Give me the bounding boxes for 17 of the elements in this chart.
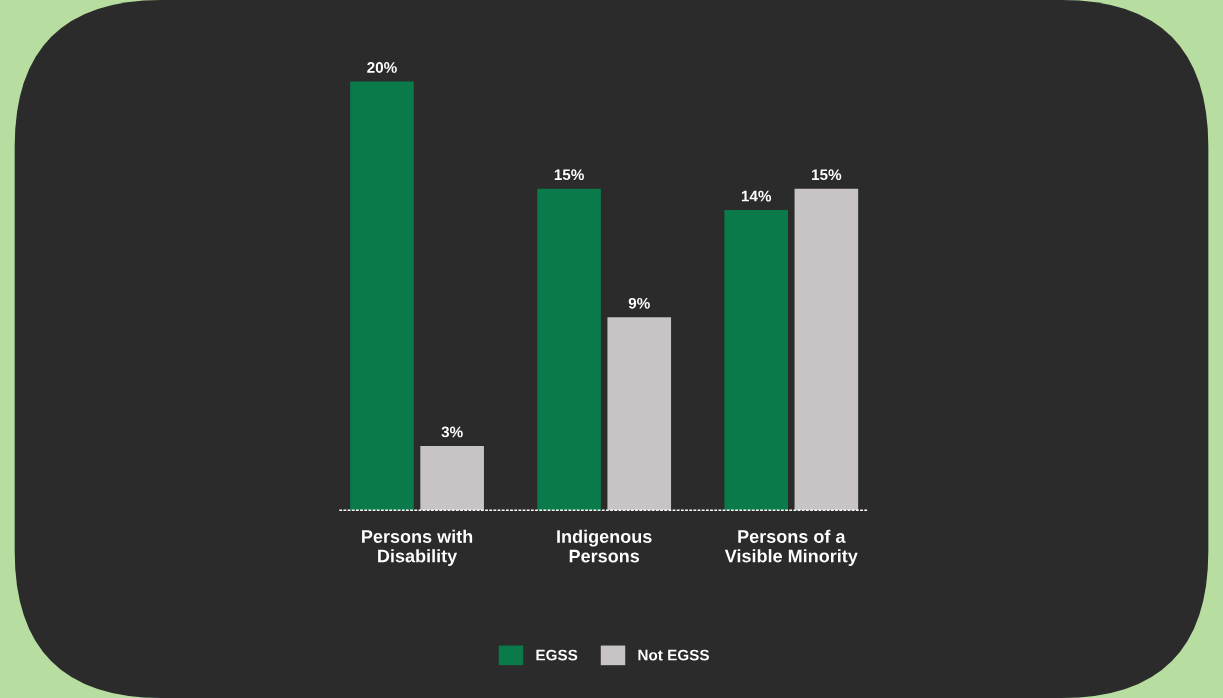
- data-label: 15%: [554, 169, 584, 181]
- bar: [724, 210, 788, 511]
- legend-label: EGSS: [536, 649, 578, 661]
- bar: [420, 445, 484, 511]
- legend-label: Not EGSS: [638, 649, 709, 661]
- bar: [537, 188, 601, 511]
- data-label: 3%: [441, 426, 463, 438]
- data-label: 20%: [367, 62, 397, 73]
- x-tick-label: Persons of a Visible Minority: [724, 529, 858, 566]
- bar: [350, 81, 414, 511]
- bar: [794, 188, 859, 511]
- data-label: 15%: [812, 169, 842, 181]
- bar: [607, 317, 672, 511]
- x-tick-label: Persons with Disability: [362, 529, 473, 566]
- data-label: 9%: [628, 297, 650, 309]
- x-tick-label: Indigenous Persons: [557, 529, 652, 563]
- data-label: 14%: [741, 190, 772, 202]
